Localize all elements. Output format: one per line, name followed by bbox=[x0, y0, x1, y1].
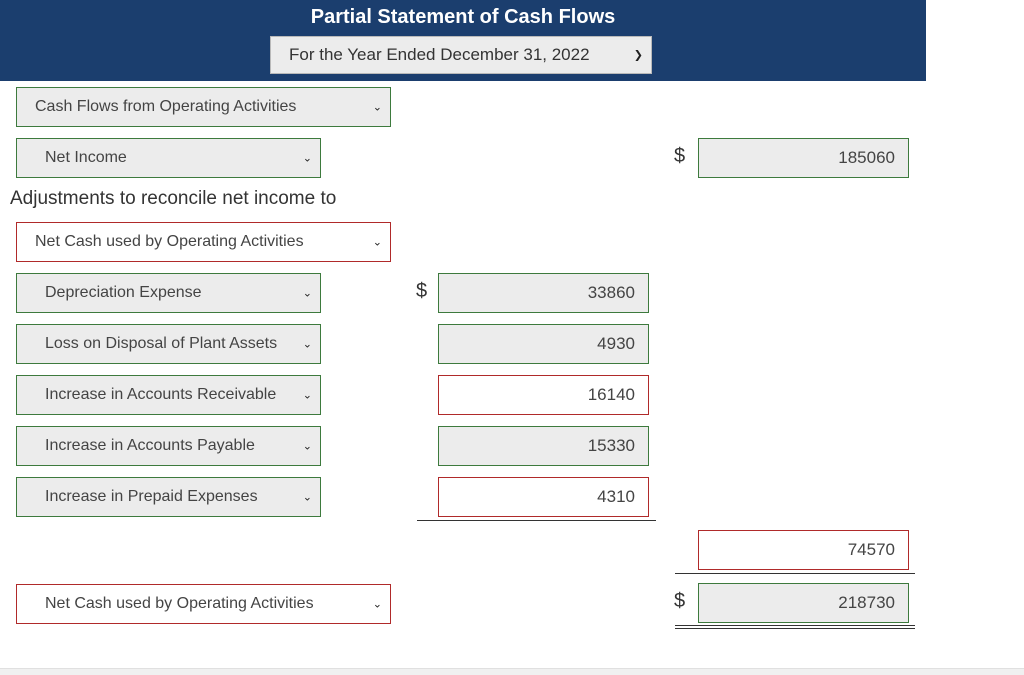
net-cash-select[interactable]: Net Cash used by Operating Activities ⌄ bbox=[16, 584, 391, 624]
adjustment-label: Increase in Accounts Payable bbox=[45, 437, 255, 454]
adjustment-amount: 33860 bbox=[587, 283, 635, 302]
net-income-amount: 185060 bbox=[838, 148, 895, 167]
chevron-down-icon: ⌄ bbox=[302, 152, 312, 165]
period-select-value: For the Year Ended December 31, 2022 bbox=[289, 45, 590, 64]
adjustment-amount-field[interactable]: 33860 bbox=[438, 273, 649, 313]
dollar-sign: $ bbox=[674, 590, 686, 612]
adjustment-select-loss-on-disposal[interactable]: Loss on Disposal of Plant Assets ⌄ bbox=[16, 324, 321, 364]
adjustment-amount-field[interactable]: 15330 bbox=[438, 426, 649, 466]
total-adjustments-amount: 74570 bbox=[847, 540, 895, 559]
adjustment-select-depreciation[interactable]: Depreciation Expense ⌄ bbox=[16, 273, 321, 313]
adjustment-label: Depreciation Expense bbox=[45, 284, 202, 301]
chevron-down-icon: ⌄ bbox=[372, 101, 382, 114]
adjustment-amount-field[interactable]: 16140 bbox=[438, 375, 649, 415]
statement-header: Partial Statement of Cash Flows For the … bbox=[0, 0, 926, 81]
adjustment-select-accounts-payable[interactable]: Increase in Accounts Payable ⌄ bbox=[16, 426, 321, 466]
dollar-sign: $ bbox=[416, 280, 428, 302]
adjustment-amount: 4930 bbox=[597, 334, 635, 353]
chevron-down-icon: ⌄ bbox=[302, 440, 312, 453]
adjustment-label: Increase in Prepaid Expenses bbox=[45, 488, 258, 505]
net-cash-select-value: Net Cash used by Operating Activities bbox=[45, 595, 314, 612]
chevron-down-icon: ⌄ bbox=[372, 236, 382, 249]
grand-total-double-rule bbox=[675, 625, 915, 629]
chevron-down-icon: ⌄ bbox=[372, 598, 382, 611]
adjustment-amount-field[interactable]: 4930 bbox=[438, 324, 649, 364]
adjustment-select-prepaid-expenses[interactable]: Increase in Prepaid Expenses ⌄ bbox=[16, 477, 321, 517]
operating-heading-value: Cash Flows from Operating Activities bbox=[35, 98, 297, 115]
adjustment-label: Loss on Disposal of Plant Assets bbox=[45, 335, 278, 352]
dollar-sign: $ bbox=[674, 145, 686, 167]
total-adjustments-field[interactable]: 74570 bbox=[698, 530, 909, 570]
adjustment-amount: 16140 bbox=[587, 385, 635, 404]
adjustment-amount: 4310 bbox=[597, 487, 635, 506]
net-income-value: Net Income bbox=[45, 149, 127, 166]
adjustments-select[interactable]: Net Cash used by Operating Activities ⌄ bbox=[16, 222, 391, 262]
chevron-down-icon: ❯ bbox=[633, 49, 643, 62]
adjustment-amount-field[interactable]: 4310 bbox=[438, 477, 649, 517]
adjustment-select-accounts-receivable[interactable]: Increase in Accounts Receivable ⌄ bbox=[16, 375, 321, 415]
chevron-down-icon: ⌄ bbox=[302, 389, 312, 402]
net-cash-amount: 218730 bbox=[838, 593, 895, 612]
operating-heading-select[interactable]: Cash Flows from Operating Activities ⌄ bbox=[16, 87, 391, 127]
chevron-down-icon: ⌄ bbox=[302, 491, 312, 504]
adjustment-amount: 15330 bbox=[587, 436, 635, 455]
adjustment-label: Increase in Accounts Receivable bbox=[45, 386, 277, 403]
subtotal-rule bbox=[417, 520, 656, 521]
net-income-amount-field[interactable]: 185060 bbox=[698, 138, 909, 178]
net-cash-amount-field[interactable]: 218730 bbox=[698, 583, 909, 623]
period-select[interactable]: For the Year Ended December 31, 2022 ❯ bbox=[270, 36, 652, 74]
net-income-select[interactable]: Net Income ⌄ bbox=[16, 138, 321, 178]
statement-title: Partial Statement of Cash Flows bbox=[310, 6, 616, 28]
chevron-down-icon: ⌄ bbox=[302, 287, 312, 300]
adjustments-select-value: Net Cash used by Operating Activities bbox=[35, 233, 304, 250]
adjustments-text: Adjustments to reconcile net income to bbox=[10, 188, 337, 209]
total-rule bbox=[675, 573, 915, 574]
page-bottom-border bbox=[0, 668, 1024, 675]
chevron-down-icon: ⌄ bbox=[302, 338, 312, 351]
